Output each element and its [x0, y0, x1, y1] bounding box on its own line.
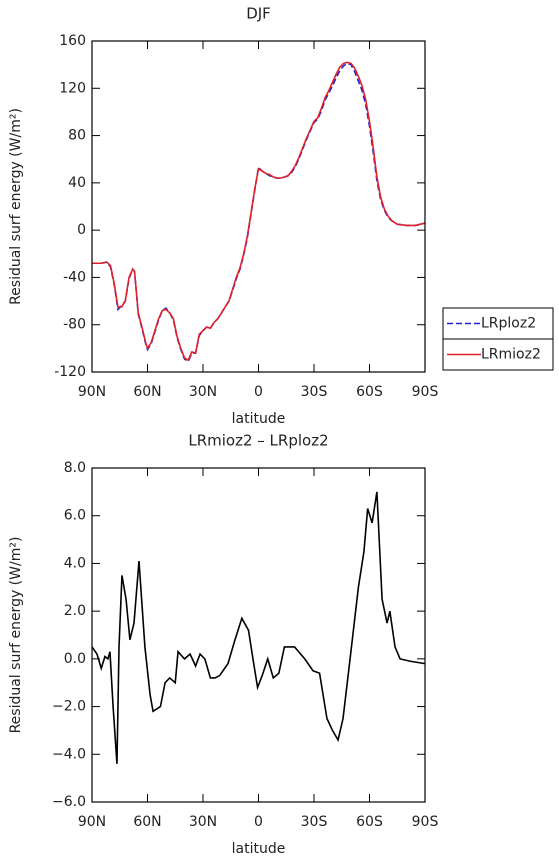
x-tick-label: 60N — [133, 384, 161, 400]
y-tick-label: 40 — [68, 175, 86, 191]
plot-frame — [91, 467, 426, 803]
y-tick-label: 8.0 — [64, 460, 86, 476]
y-tick-label: -80 — [63, 317, 86, 333]
y-tick-label: 120 — [59, 80, 86, 96]
y-tick-label: 160 — [59, 33, 86, 49]
x-tick-label: 30S — [301, 384, 328, 400]
y-tick-label: 2.0 — [64, 603, 86, 619]
y-tick-label: −4.0 — [52, 746, 86, 762]
x-tick-label: 30S — [301, 814, 328, 830]
x-tick-label: 0 — [254, 384, 263, 400]
legend-label: LRmioz2 — [481, 347, 541, 363]
x-tick-label: 60S — [356, 814, 383, 830]
x-tick-label: 90N — [78, 814, 106, 830]
chart-title: LRmioz2 – LRploz2 — [188, 432, 328, 450]
data-line — [91, 491, 426, 764]
plot-frame — [91, 40, 426, 373]
x-axis-label: latitude — [232, 841, 286, 857]
x-tick-label: 30N — [189, 384, 217, 400]
x-tick-label: 0 — [254, 814, 263, 830]
y-tick-label: 0 — [77, 222, 86, 238]
y-tick-label: -40 — [63, 269, 86, 285]
x-tick-label: 60N — [133, 814, 161, 830]
data-line — [92, 61, 426, 362]
y-tick-label: −6.0 — [52, 794, 86, 810]
x-axis-label: latitude — [232, 411, 286, 427]
legend-label: LRploz2 — [481, 316, 536, 332]
y-tick-label: 80 — [68, 128, 86, 144]
x-tick-label: 90S — [412, 384, 439, 400]
y-tick-label: 0.0 — [64, 651, 86, 667]
y-tick-label: -120 — [54, 364, 86, 380]
y-tick-label: −2.0 — [52, 699, 86, 715]
y-axis-label: Residual surf energy (W/m²) — [8, 108, 24, 305]
x-tick-label: 30N — [189, 814, 217, 830]
x-tick-label: 90S — [412, 814, 439, 830]
x-tick-label: 90N — [78, 384, 106, 400]
y-axis-label: Residual surf energy (W/m²) — [8, 537, 24, 734]
y-tick-label: 6.0 — [64, 508, 86, 524]
data-line — [92, 62, 426, 363]
chart-title: DJF — [246, 5, 271, 23]
x-tick-label: 60S — [356, 384, 383, 400]
y-tick-label: 4.0 — [64, 555, 86, 571]
